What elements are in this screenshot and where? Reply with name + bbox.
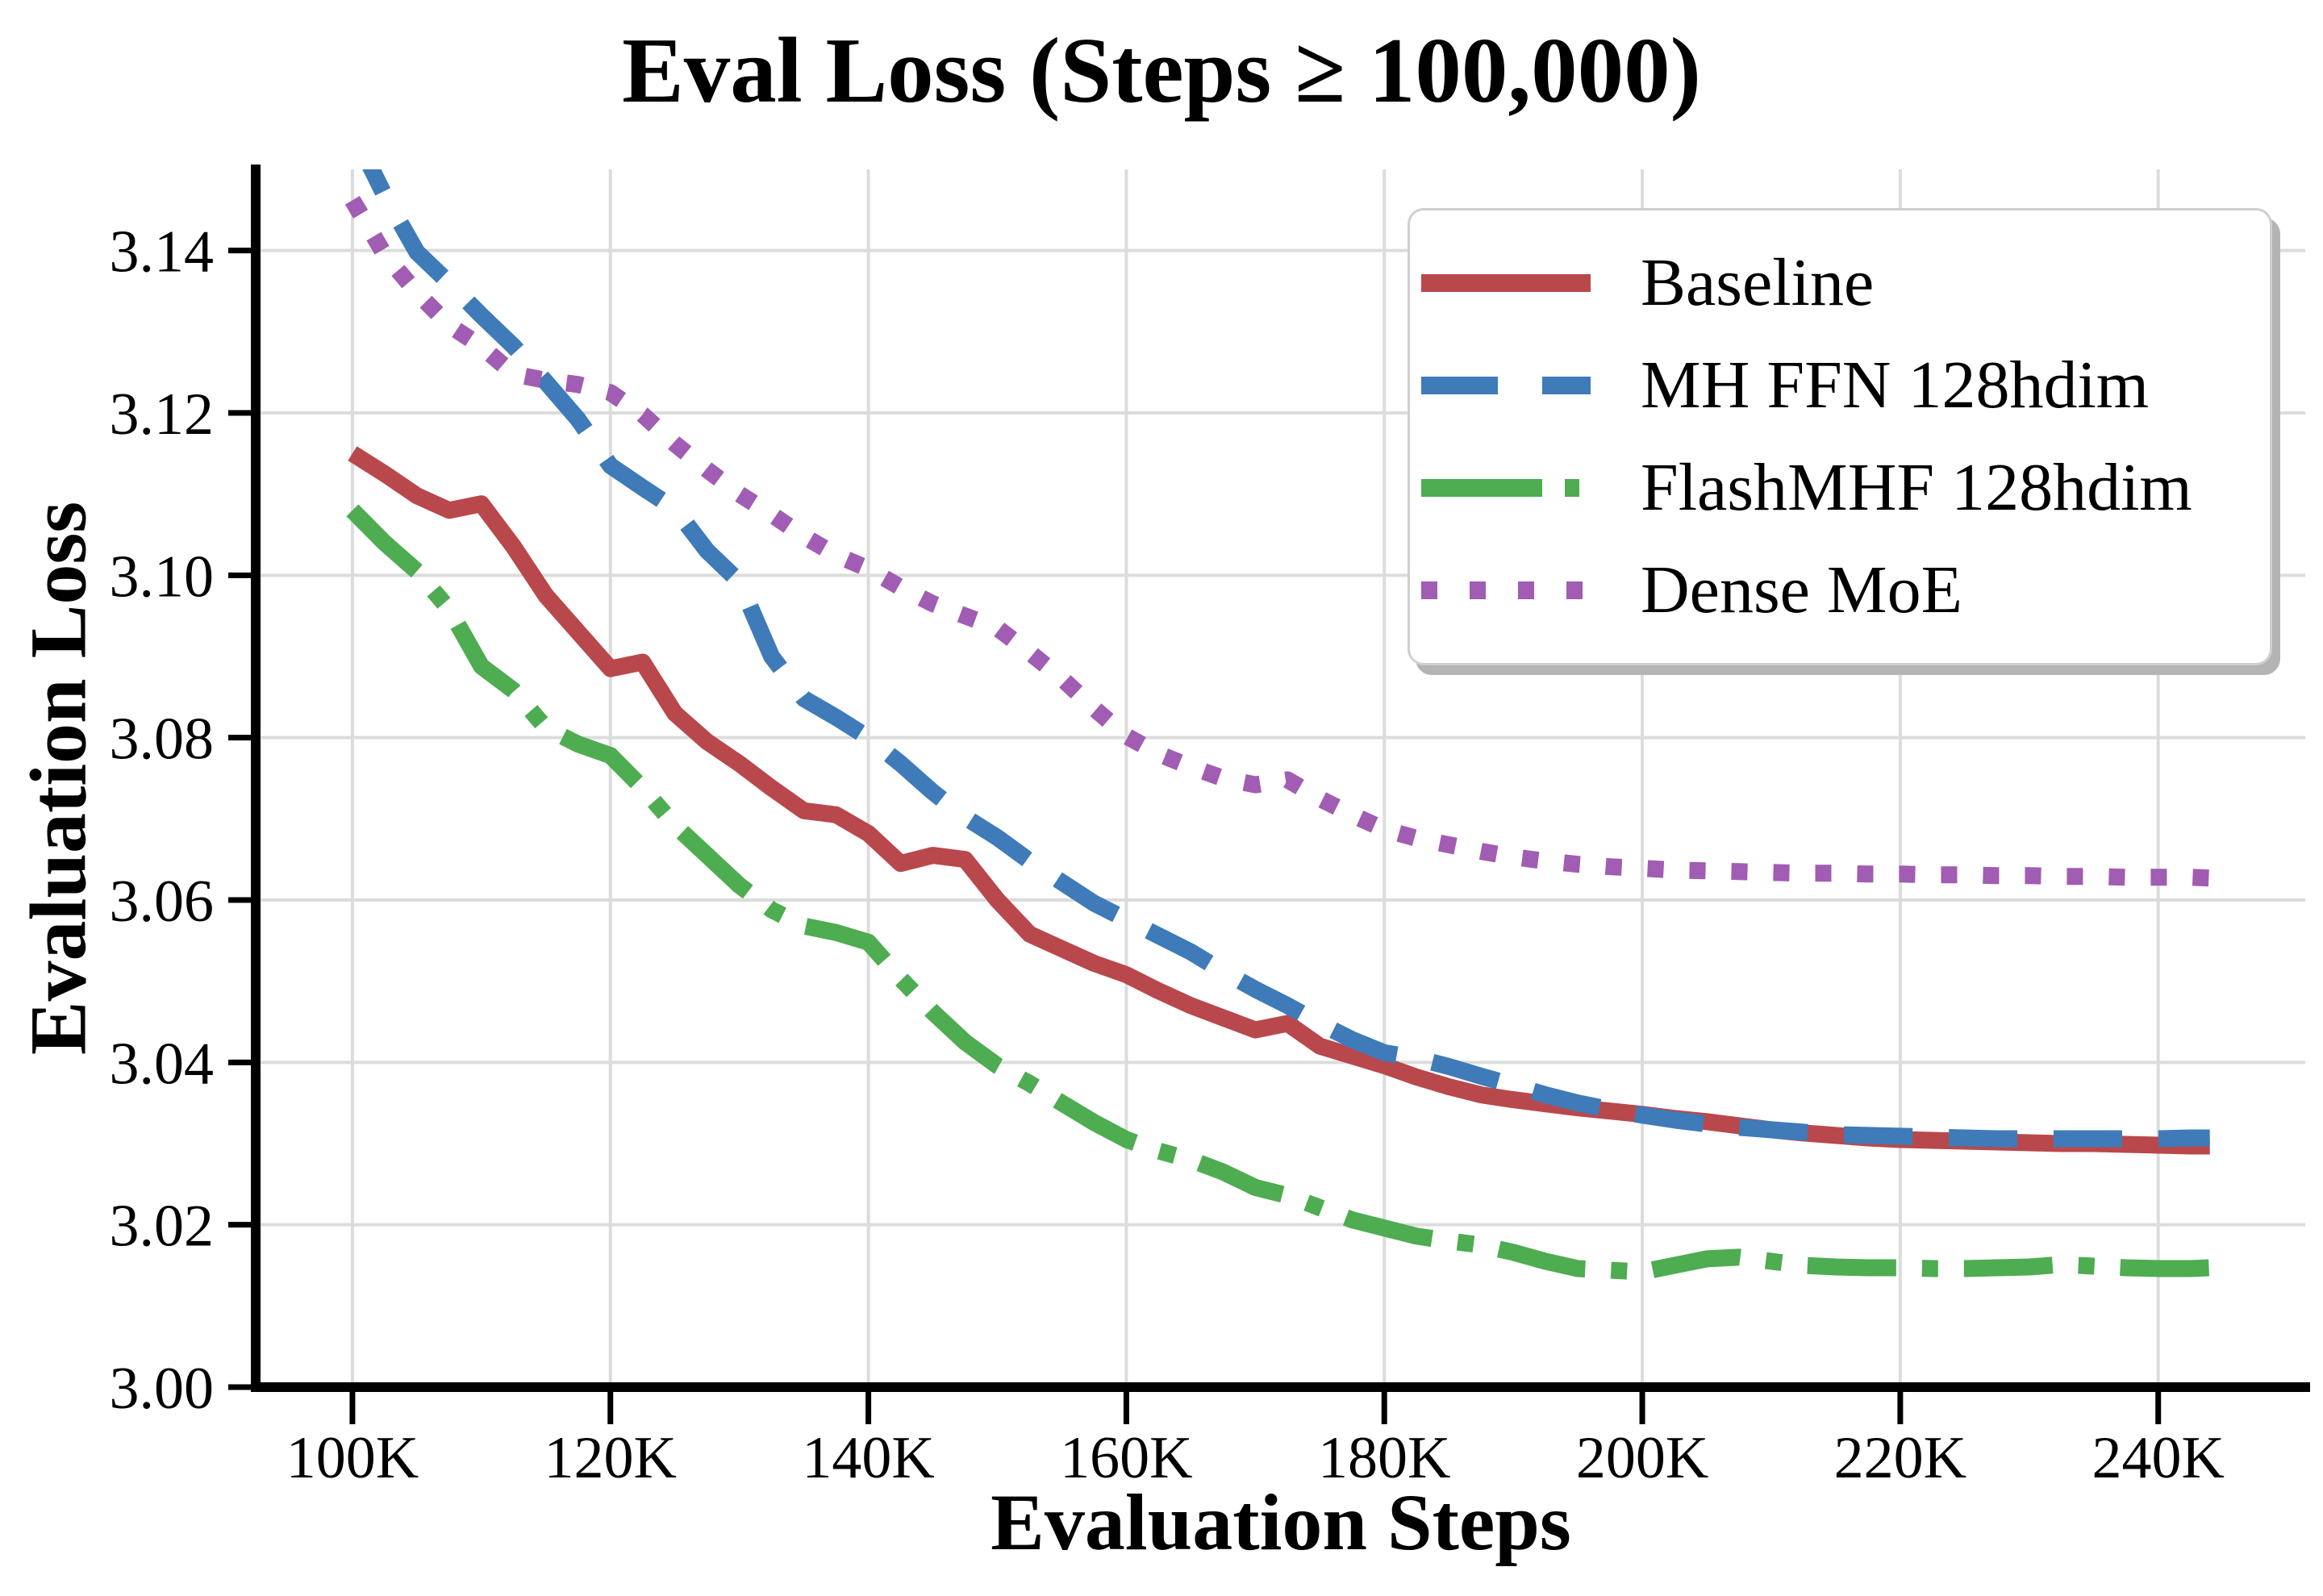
y-tick-label: 3.04 — [110, 1031, 215, 1097]
y-tick-label: 3.12 — [110, 381, 215, 448]
legend: Baseline MH FFN 128hdim FlashMHF 128hdim De… — [1408, 208, 2272, 665]
series-line-mh-ffn-128hdim — [362, 169, 2210, 1148]
y-tick-label: 3.10 — [110, 544, 215, 610]
legend-swatch-dashed-icon — [1421, 376, 1591, 394]
legend-item-mh-ffn-128hdim: MH FFN 128hdim — [1421, 347, 2262, 423]
x-tick-label: 140K — [802, 1425, 934, 1491]
x-tick-label: 180K — [1318, 1425, 1450, 1491]
legend-item-dense-moe: Dense MoE — [1421, 556, 2262, 624]
legend-label: MH FFN 128hdim — [1641, 347, 2150, 423]
x-tick-label: 120K — [544, 1425, 677, 1491]
x-tick-label: 160K — [1060, 1425, 1192, 1491]
x-tick-label: 220K — [1834, 1425, 1966, 1491]
legend-item-baseline: Baseline — [1421, 244, 2262, 320]
chart-title: Eval Loss (Steps ≥ 100,000) — [622, 19, 1701, 122]
y-tick-label: 3.14 — [110, 219, 215, 285]
y-tick-label: 3.08 — [110, 706, 215, 773]
legend-swatch-solid-icon — [1421, 273, 1591, 292]
x-tick-label: 200K — [1576, 1425, 1708, 1491]
x-axis-label: Evaluation Steps — [991, 1477, 1571, 1567]
y-tick-label: 3.06 — [110, 869, 215, 935]
y-axis-label: Evaluation Loss — [13, 501, 103, 1056]
legend-swatch-dotted-icon — [1421, 581, 1591, 600]
legend-label: FlashMHF 128hdim — [1641, 450, 2192, 526]
x-tick-label: 240K — [2092, 1425, 2224, 1491]
legend-item-flashmhf-128hdim: FlashMHF 128hdim — [1421, 454, 2262, 522]
x-tick-label: 100K — [286, 1425, 419, 1491]
legend-swatch-dashdot-icon — [1421, 479, 1591, 498]
legend-label: Dense MoE — [1641, 552, 1962, 628]
series-line-flashmhf-128hdim — [346, 504, 2211, 1281]
legend-label: Baseline — [1641, 244, 1875, 320]
series-line-dense-moe — [344, 195, 2211, 887]
y-tick-label: 3.00 — [110, 1356, 215, 1422]
y-tick-label: 3.02 — [110, 1194, 215, 1260]
